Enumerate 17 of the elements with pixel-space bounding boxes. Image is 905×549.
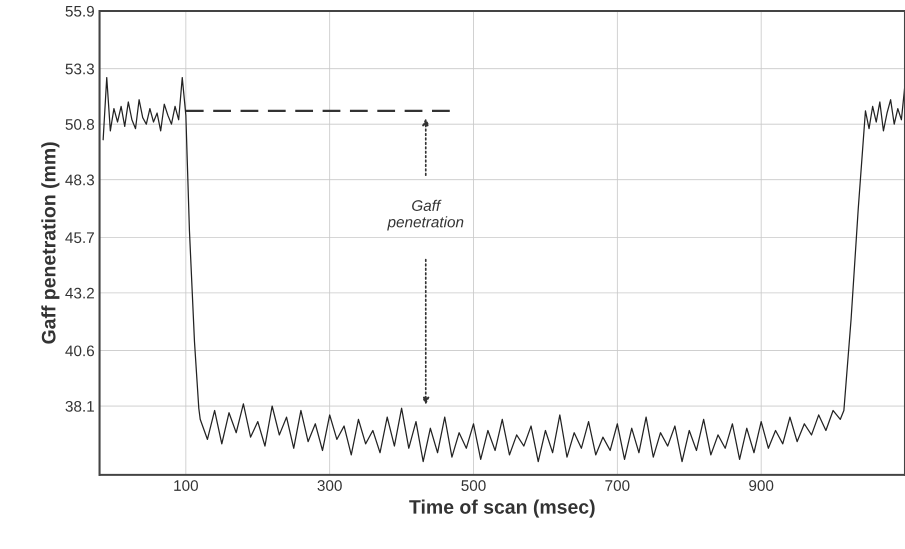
- y-tick-label: 55.9: [66, 6, 94, 17]
- x-axis-title: Time of scan (msec): [409, 500, 595, 518]
- y-tick-label: 38.1: [66, 400, 94, 412]
- y-tick-label: 45.7: [65, 232, 94, 244]
- y-tick-label: 40.6: [65, 345, 94, 356]
- x-tick-label: 300: [318, 480, 342, 491]
- line-series: [102, 76, 905, 462]
- x-tick-label: 100: [174, 480, 198, 491]
- y-tick-label: 43.2: [65, 288, 94, 299]
- x-tick-label: 900: [749, 480, 774, 491]
- annotation: Gaff penetration: [387, 200, 464, 230]
- x-tick-label: 500: [461, 480, 486, 491]
- y-axis-title: Gaff penetration (mm): [41, 142, 60, 344]
- y-tick-label: 48.3: [65, 174, 94, 186]
- y-tick-label: 53.3: [66, 64, 94, 74]
- y-tick-label: 50.8: [66, 119, 94, 130]
- x-tick-label: 700: [605, 480, 630, 491]
